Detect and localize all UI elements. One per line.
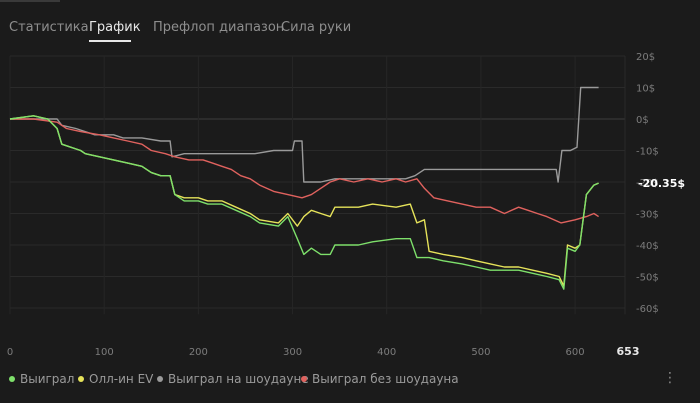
legend-dot-icon [78, 375, 84, 382]
tab-preflop-range[interactable]: Префлоп диапазон [153, 20, 285, 35]
x-tick-label: 200 [189, 347, 208, 358]
legend-item-won[interactable]: Выиграл [9, 372, 74, 386]
y-tick-label: -40$ [636, 241, 659, 252]
chart-legend: Выиграл Олл-ин EV Выиграл на шоудауне Вы… [0, 372, 700, 392]
tab-statistics[interactable]: Статистика [9, 20, 89, 35]
active-tab-indicator [89, 40, 131, 42]
legend-item-allin-ev[interactable]: Олл-ин EV [78, 372, 153, 386]
y-tick-label: 0$ [636, 115, 649, 126]
y-tick-label: -10$ [636, 147, 659, 158]
legend-dot-icon [157, 375, 163, 382]
x-tick-label: 400 [377, 347, 396, 358]
profit-chart: 20$ 10$ 0$ -10$ -20$ -30$ -40$ -50$ -60$ 0 100 200 3… [7, 52, 685, 358]
y-tick-label: -50$ [636, 273, 659, 284]
series-showdown-line [10, 86, 599, 183]
legend-label: Выиграл на шоудауне [168, 372, 309, 386]
x-tick-label: 500 [471, 347, 490, 358]
legend-label: Олл-ин EV [89, 372, 154, 386]
y-tick-label: 10$ [636, 84, 655, 95]
legend-label: Выиграл [20, 372, 75, 386]
x-tick-label: 100 [95, 347, 114, 358]
tab-bar: Статистика График Префлоп диапазон Сила … [0, 0, 700, 44]
legend-item-won-at-showdown[interactable]: Выиграл на шоудауне [157, 372, 309, 386]
tab-bar-top-divider [0, 0, 60, 2]
series-won-line [9, 115, 599, 290]
vertical-ellipsis-icon[interactable]: ⋮ [663, 370, 677, 386]
y-tick-label: -60$ [636, 304, 659, 315]
legend-item-won-without-showdown[interactable]: Выиграл без шоудауна [301, 372, 459, 386]
tab-hand-strength[interactable]: Сила руки [281, 20, 352, 35]
legend-dot-icon [9, 375, 15, 382]
y-tick-label: -30$ [636, 210, 659, 221]
legend-dot-icon [301, 375, 307, 382]
y-tick-label: -20$ [636, 178, 659, 189]
x-end-label: 653 [617, 345, 640, 358]
x-tick-label: 0 [7, 347, 13, 358]
series-non-showdown-line [10, 118, 599, 224]
series-allin-ev-line [9, 115, 599, 287]
legend-label: Выиграл без шоудауна [312, 372, 459, 386]
x-tick-label: 600 [566, 347, 585, 358]
tab-graph[interactable]: График [89, 20, 141, 35]
x-tick-label: 300 [283, 347, 302, 358]
y-tick-label: 20$ [636, 52, 655, 63]
current-value-label: -20.35$ [638, 177, 685, 190]
